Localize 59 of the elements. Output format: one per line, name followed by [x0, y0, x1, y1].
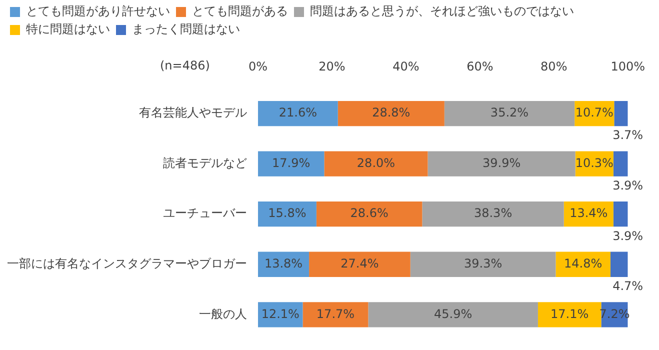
text: (n=486): [160, 58, 210, 73]
y-tick-label: 有名芸能人やモデル: [139, 106, 247, 120]
bar: [422, 202, 564, 227]
bar: [614, 100, 628, 126]
y-tick-label: 読者モデルなど: [163, 156, 247, 170]
bar: [368, 302, 538, 328]
data-label: 17.9%: [272, 156, 310, 170]
data-label: 39.9%: [482, 156, 521, 170]
bar: [428, 151, 576, 176]
data-label: 39.3%: [464, 256, 502, 271]
data-label: 3.9%: [612, 178, 644, 193]
bar: [324, 151, 428, 176]
legend-label: とても問題がある: [192, 4, 288, 18]
data-label: 28.0%: [356, 156, 396, 170]
data-label: 28.8%: [372, 106, 410, 120]
x-tick-label: 60%: [466, 59, 494, 74]
legend-label: まったく問題はない: [132, 22, 240, 36]
bar: [258, 202, 316, 227]
data-label: 45.9%: [434, 306, 472, 321]
data-label: 35.2%: [490, 106, 529, 120]
data-label: 28.6%: [350, 206, 388, 220]
data-label: 10.7%: [575, 106, 614, 120]
bar: [613, 151, 628, 176]
data-label: 27.4%: [340, 256, 379, 271]
data-label: 12.1%: [261, 306, 300, 321]
data-label: 17.1%: [550, 306, 589, 321]
bar: [613, 202, 628, 227]
x-tick-label: 20%: [318, 59, 346, 74]
legend-label: 問題はあると思うが、それほど強いものではない: [310, 4, 574, 18]
bar: [410, 252, 556, 277]
bar: [316, 202, 422, 227]
data-label: 10.3%: [575, 156, 614, 170]
data-label: 14.8%: [564, 256, 602, 271]
data-label: 4.7%: [612, 279, 644, 294]
bar: [338, 100, 444, 126]
legend-label: 特に問題はない: [26, 22, 110, 36]
x-tick-label: 100%: [610, 59, 646, 74]
bar: [309, 252, 410, 277]
bar: [538, 302, 602, 328]
bar: [258, 100, 338, 126]
y-tick-label: 一般の人: [199, 306, 247, 321]
data-label: 17.7%: [316, 306, 355, 321]
legend-label: とても問題があり許せない: [26, 4, 170, 18]
y-tick-label: 一部には有名なインスタグラマーやブロガー: [7, 256, 247, 271]
data-label: 38.3%: [474, 206, 512, 220]
data-label: 3.9%: [612, 228, 644, 243]
bar: [258, 151, 324, 176]
data-label: 21.6%: [278, 106, 318, 120]
data-label: 13.4%: [570, 206, 608, 220]
bar: [610, 252, 628, 277]
x-tick-label: 0%: [248, 59, 268, 74]
data-label: 3.7%: [612, 128, 644, 142]
y-tick-label: ユーチューバー: [163, 206, 247, 220]
data-label: 15.8%: [268, 206, 306, 220]
x-tick-label: 80%: [540, 59, 568, 74]
bar: [302, 302, 368, 328]
data-label: 13.8%: [264, 256, 303, 271]
bar: [444, 100, 575, 126]
x-tick-label: 40%: [392, 59, 420, 74]
